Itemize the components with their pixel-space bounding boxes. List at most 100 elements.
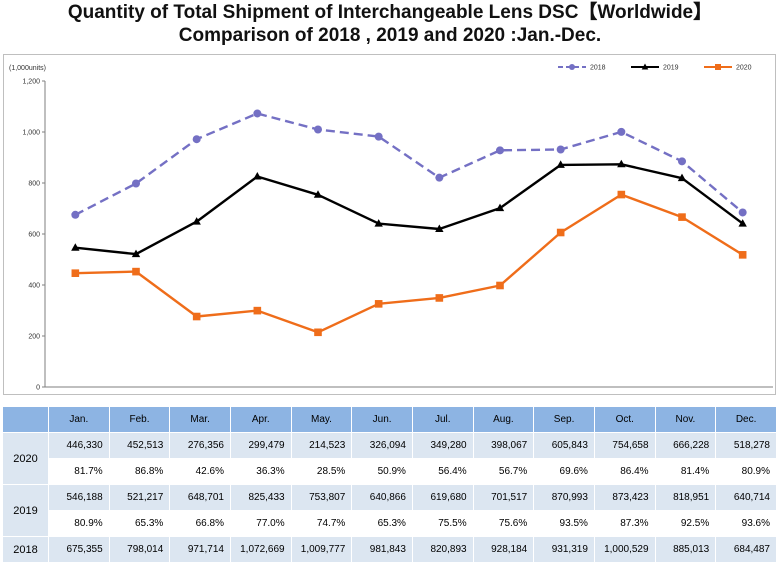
- month-header: Apr.: [229, 406, 292, 433]
- data-point-2019-2: [131, 249, 141, 258]
- data-point-2018-3: [192, 135, 201, 144]
- units-cell: 666,228: [654, 432, 717, 459]
- data-point-2019-8: [495, 203, 505, 212]
- data-point-2019-4: [253, 172, 262, 180]
- units-cell: 1,009,777: [290, 536, 353, 562]
- data-point-2018-1: [71, 210, 80, 219]
- series-line-2019: [75, 163, 744, 256]
- units-cell: 605,843: [533, 432, 595, 459]
- ratio-cell: 93.5%: [533, 510, 595, 537]
- data-point-2018-11: [678, 157, 686, 166]
- data-point-2019-3: [192, 217, 201, 225]
- table-row-2020-ratio: 81.7% 86.8% 42.6% 36.3% 28.5% 50.9% 56.4% 56.7%…: [3, 458, 777, 485]
- month-header: Jun.: [351, 406, 413, 433]
- units-cell: 825,433: [229, 484, 292, 511]
- ratio-cell: 56.4%: [411, 458, 474, 485]
- y-tick-label: 800: [28, 181, 40, 188]
- units-cell: 299,479: [229, 432, 292, 459]
- data-point-2019-7: [435, 224, 444, 232]
- units-cell: 753,807: [290, 484, 353, 511]
- units-cell: 684,487: [715, 536, 777, 562]
- ratio-cell: 87.3%: [593, 510, 656, 537]
- units-cell: 326,094: [351, 432, 413, 459]
- data-point-2019-5: [313, 190, 323, 198]
- data-point-2020-3: [192, 312, 201, 321]
- units-cell: 398,067: [472, 432, 535, 459]
- chart-title-line-1: Quantity of Total Shipment of Interchang…: [67, 2, 713, 23]
- series-2019: [71, 159, 747, 258]
- data-table: Jan. Feb. Mar. Apr. May. Jun. Jul. Aug. Sep. Oct.…: [2, 406, 777, 562]
- units-cell: 981,843: [351, 536, 413, 562]
- series-2020: [71, 190, 747, 337]
- data-point-2020-7: [435, 294, 444, 302]
- month-header: Mar.: [169, 406, 231, 433]
- units-cell: 648,701: [169, 484, 231, 511]
- month-header: Jan.: [48, 406, 110, 433]
- legend-label: 2019: [663, 65, 679, 72]
- data-point-2020-11: [678, 213, 686, 221]
- units-cell: 818,951: [654, 484, 717, 511]
- ratio-cell: 65.3%: [351, 510, 413, 537]
- y-tick-label: 1,200: [22, 79, 40, 86]
- month-header: Oct.: [593, 406, 656, 433]
- units-cell: 701,517: [472, 484, 535, 511]
- month-header: Aug.: [472, 406, 535, 433]
- year-label: 2018: [2, 536, 49, 562]
- y-tick-label: 200: [28, 334, 40, 341]
- ratio-cell: 28.5%: [290, 458, 353, 485]
- units-cell: 518,278: [715, 432, 777, 459]
- month-header: Dec.: [715, 406, 777, 433]
- ratio-cell: 36.3%: [229, 458, 292, 485]
- data-point-2020-10: [617, 190, 626, 199]
- units-cell: 820,893: [411, 536, 474, 562]
- data-point-2019-12: [738, 219, 747, 227]
- data-point-2020-5: [314, 328, 322, 337]
- data-point-2020-12: [738, 251, 747, 259]
- data-point-2020-6: [374, 300, 383, 308]
- data-point-2018-9: [556, 145, 565, 154]
- data-point-2020-8: [496, 281, 504, 290]
- data-point-2020-9: [556, 228, 565, 237]
- y-unit-label: (1,000units): [9, 65, 46, 72]
- ratio-cell: 74.7%: [290, 510, 353, 537]
- data-point-2018-7: [435, 173, 444, 182]
- ratio-cell: 75.6%: [472, 510, 535, 537]
- y-tick-label: 1,000: [22, 130, 40, 137]
- units-cell: 873,423: [593, 484, 656, 511]
- legend-item-2019: 2019: [631, 63, 679, 72]
- units-cell: 754,658: [593, 432, 656, 459]
- series-line-2018: [74, 112, 744, 216]
- ratio-cell: 86.8%: [108, 458, 171, 485]
- data-point-2018-5: [314, 125, 322, 134]
- table-row-2018-units: 2018 675,355 798,014 971,714 1,072,669 1,009,…: [2, 536, 777, 562]
- data-point-2020-2: [132, 267, 140, 276]
- data-point-2018-4: [253, 109, 262, 118]
- ratio-cell: 75.5%: [411, 510, 474, 537]
- ratio-cell: 50.9%: [351, 458, 413, 485]
- legend-item-2018: 2018: [558, 64, 606, 72]
- legend-marker: [569, 64, 575, 70]
- ratio-cell: 66.8%: [169, 510, 231, 537]
- legend-label: 2018: [590, 65, 606, 72]
- legend-marker: [715, 64, 721, 70]
- units-cell: 619,680: [411, 484, 474, 511]
- year-label: 2020: [2, 432, 49, 485]
- data-point-2020-1: [71, 269, 80, 277]
- chart-svg: (1,000units) 0 200 400 600 800 1,000 1,200 201…: [3, 54, 776, 395]
- month-header: Feb.: [108, 406, 171, 433]
- units-cell: 971,714: [169, 536, 231, 562]
- series-2018: [71, 109, 747, 219]
- legend: 2018 2019 2020: [558, 63, 752, 72]
- axes: 0 200 400 600 800 1,000 1,200: [22, 79, 773, 392]
- ratio-cell: 69.6%: [533, 458, 595, 485]
- legend-label: 2020: [736, 65, 752, 72]
- data-point-2019-11: [677, 173, 687, 182]
- units-cell: 931,319: [533, 536, 595, 562]
- table-row-2020-units: 2020 446,330 452,513 276,356 299,479 214,523 3…: [2, 432, 777, 485]
- data-point-2018-12: [738, 208, 747, 217]
- table-row-2019-units: 2019 546,188 521,217 648,701 825,433 753,807 6…: [2, 484, 777, 537]
- ratio-cell: 81.7%: [48, 458, 110, 485]
- units-cell: 446,330: [48, 432, 110, 459]
- data-point-2019-10: [617, 159, 626, 168]
- line-chart: (1,000units) 0 200 400 600 800 1,000 1,200 201…: [3, 54, 776, 395]
